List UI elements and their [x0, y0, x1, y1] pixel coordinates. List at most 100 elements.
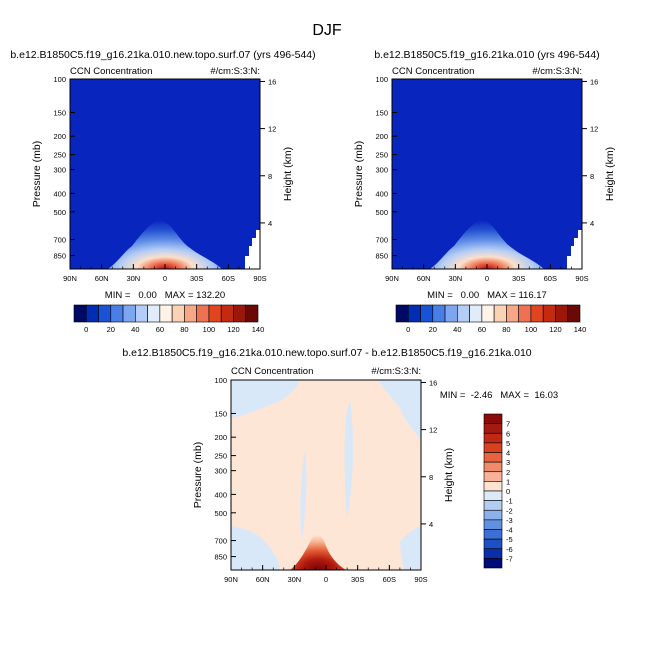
- panel-1-left-label: CCN Concentration: [70, 66, 152, 77]
- panel-3-colorbar-swatch: [483, 461, 503, 473]
- panel-3-plume: [290, 534, 346, 570]
- panel-1-y-right-tick-label: 12: [268, 125, 276, 134]
- panel-1-colorbar-swatch: [73, 304, 87, 323]
- panel-1-y-right-tick-label: 4: [268, 219, 272, 228]
- panel-3-ylabel-right: Height (km): [443, 448, 455, 502]
- panel-2-colorbar-swatch: [518, 304, 532, 323]
- panel-2-x-tick-label: 60S: [544, 274, 557, 283]
- panel-3-field: [231, 380, 421, 570]
- panel-2-plume: [430, 220, 544, 269]
- panel-3-negative-top-right: [378, 380, 421, 440]
- panel-1-y-tick-label: 850: [53, 252, 66, 261]
- panel-3-negative-streak: [344, 400, 354, 518]
- panel-1-x-tick-label: 90S: [253, 274, 266, 283]
- panel-1-colorbar-swatch: [184, 304, 197, 323]
- panel-1-colorbar-swatch: [135, 304, 148, 323]
- panel-1-y-tick-label: 100: [53, 75, 66, 84]
- panel-2-y-right-tick-label: 12: [590, 125, 598, 134]
- panel-3-colorbar-label: -5: [506, 535, 513, 544]
- panel-3-negative-top-left: [231, 380, 300, 418]
- panel-2-y-right-ticks: 16 12 8 4: [582, 77, 598, 228]
- panel-2-y-right-tick-label: 4: [590, 219, 594, 228]
- panel-3-colorbar-swatch: [483, 481, 503, 492]
- panel-2-x-tick-label: 90N: [385, 274, 399, 283]
- panel-2-x-tick-label: 60N: [417, 274, 431, 283]
- panel-3-x-ticks: 90N 60N 30N 0 30S 60S 90S: [224, 565, 428, 584]
- panel-1-colorbar-swatch: [196, 304, 210, 323]
- panel-3-colorbar-label: 3: [506, 458, 510, 467]
- panel-2-terrain: [567, 230, 582, 269]
- panel-2-colorbar-label: 100: [525, 325, 538, 334]
- panel-3-colorbar-label: -3: [506, 516, 513, 525]
- panel-2-colorbar-label: 0: [406, 325, 410, 334]
- panel-2-colorbar-swatch: [395, 304, 409, 323]
- panel-2-colorbar-swatch: [432, 304, 446, 323]
- panel-2-colorbar-swatch: [469, 304, 483, 323]
- panel-3-title: b.e12.B1850C5.f19_g16.21ka.010.new.topo.…: [122, 347, 531, 359]
- panel-3-x-tick-label: 30S: [351, 575, 364, 584]
- panel-1-colorbar-swatch: [220, 304, 234, 323]
- panel-1-plume: [108, 220, 222, 269]
- panel-2-y-ticks: 100 150 200 250 300 400 500 700 850: [375, 75, 397, 261]
- panel-3-x-tick-label: 60S: [383, 575, 396, 584]
- panel-1-colorbar-label: 80: [180, 325, 188, 334]
- panel-3-colorbar-label: 2: [506, 468, 510, 477]
- panel-1-ylabel: Pressure (mb): [31, 141, 43, 208]
- panel-2-right-label: #/cm:S:3:N:: [532, 66, 582, 77]
- panel-1-colorbar-label: 60: [156, 325, 164, 334]
- panel-2: b.e12.B1850C5.f19_g16.21ka.010 (yrs 496-…: [353, 49, 616, 334]
- panel-2-colorbar-swatch: [555, 304, 569, 323]
- panel-1-y-tick-label: 150: [53, 108, 66, 117]
- panel-1-y-ticks: 100 150 200 250 300 400 500 700 850: [53, 75, 75, 261]
- panel-1-colorbar: 0 20 40 60 80 100 120 140: [73, 304, 264, 334]
- panel-2-colorbar-swatch: [542, 304, 556, 323]
- panel-2-y-tick-label: 700: [375, 236, 388, 245]
- panel-2-colorbar-swatch: [444, 304, 458, 323]
- panel-2-colorbar-label: 80: [502, 325, 510, 334]
- panel-1: b.e12.B1850C5.f19_g16.21ka.010.new.topo.…: [10, 49, 315, 334]
- panel-1-x-tick-label: 90N: [63, 274, 77, 283]
- panel-3-left-label: CCN Concentration: [231, 366, 313, 377]
- panel-3-colorbar-label: 4: [506, 449, 510, 458]
- panel-3-stats: MIN = -2.46 MAX = 16.03: [440, 390, 558, 401]
- panel-2-colorbar-label: 120: [549, 325, 562, 334]
- panel-3-y-tick-label: 700: [214, 537, 227, 546]
- panel-3-y-ticks: 100 150 200 250 300 400 500 700 850: [214, 376, 236, 562]
- panel-1-x-tick-label: 30N: [126, 274, 140, 283]
- panel-1-x-ticks: 90N 60N 30N 0 30S 60S 90S: [63, 264, 267, 283]
- panel-2-x-tick-label: 0: [485, 274, 489, 283]
- panel-3-y-tick-label: 250: [214, 452, 227, 461]
- panel-3-colorbar-label: 7: [506, 420, 510, 429]
- panel-1-colorbar-swatch: [208, 304, 222, 323]
- panel-1-right-label: #/cm:S:3:N:: [210, 66, 260, 77]
- panel-2-colorbar-label: 60: [478, 325, 486, 334]
- panel-1-x-tick-label: 30S: [190, 274, 203, 283]
- panel-3-y-tick-label: 400: [214, 490, 227, 499]
- panel-3-colorbar-label: 5: [506, 439, 510, 448]
- panel-3-colorbar-swatch: [483, 471, 503, 482]
- panel-1-colorbar-swatch: [98, 304, 112, 323]
- panel-3-y-right-ticks: 16 12 8 4: [421, 378, 437, 529]
- panel-2-colorbar-swatch: [457, 304, 470, 323]
- panel-3-y-tick-label: 100: [214, 376, 227, 385]
- panel-3-y-tick-label: 500: [214, 509, 227, 518]
- panel-1-y-tick-label: 700: [53, 236, 66, 245]
- panel-3-x-tick-label: 90S: [414, 575, 427, 584]
- panel-1-colorbar-swatch: [171, 304, 185, 323]
- panel-3-colorbar-swatch: [483, 500, 503, 511]
- panel-1-colorbar-label: 100: [203, 325, 216, 334]
- panel-3-colorbar-swatch: [483, 490, 503, 501]
- panel-1-y-tick-label: 500: [53, 208, 66, 217]
- panel-3-negative-left-strip: [300, 450, 307, 540]
- panel-2-colorbar-swatch: [493, 304, 507, 323]
- panel-1-colorbar-swatch: [147, 304, 161, 323]
- panel-3-colorbar-swatch: [483, 548, 503, 559]
- panel-3-colorbar-label: -7: [506, 554, 513, 563]
- panel-1-colorbar-label: 0: [84, 325, 88, 334]
- panel-3-colorbar-label: -2: [506, 506, 513, 515]
- panel-3-colorbar-swatch: [483, 413, 503, 424]
- panel-3-colorbar-swatch: [483, 452, 503, 463]
- panel-1-colorbar-swatch: [85, 304, 99, 323]
- panel-1-x-tick-label: 60N: [95, 274, 109, 283]
